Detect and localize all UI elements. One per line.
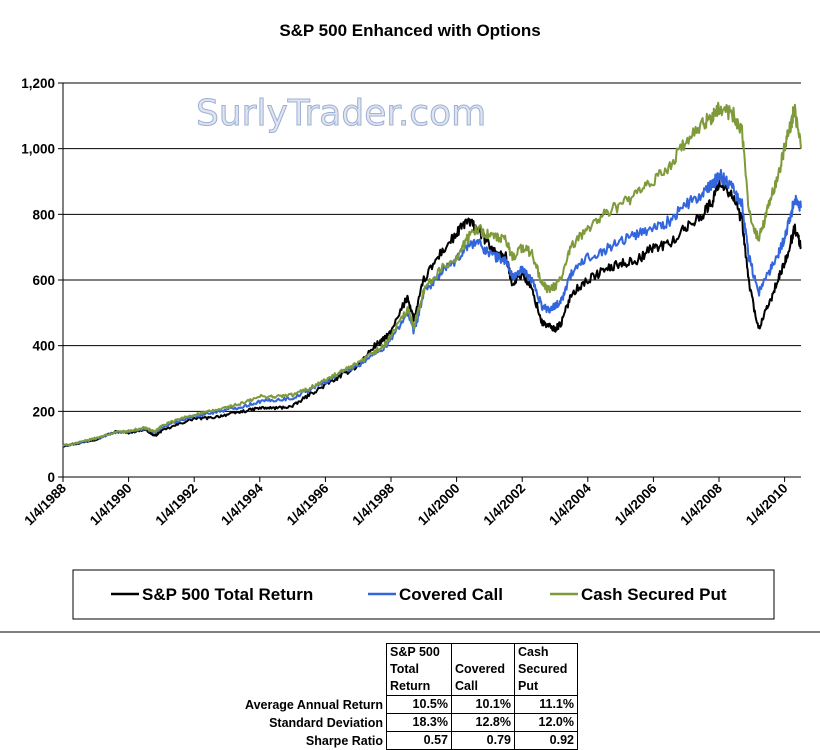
legend: S&P 500 Total Return Covered Call Cash S… [72, 569, 775, 620]
stats-header-covered-call: Covered Call [451, 643, 515, 696]
x-tick-labels: 1/4/1988 1/4/1990 1/4/1992 1/4/1994 1/4/1996… [21, 480, 790, 528]
x-tick-label: 1/4/2006 [612, 480, 660, 528]
y-tick-label: 600 [32, 273, 55, 288]
series-line-2 [62, 101, 802, 447]
stats-header-sp500-text: S&P 500 Total Return [390, 645, 440, 693]
series-line-0 [62, 174, 802, 448]
stats-header-covered-call-text: Covered Call [455, 662, 506, 693]
x-tick-label: 1/4/1998 [349, 480, 397, 528]
y-tick-labels: 0 200 400 600 800 1,000 1,200 [21, 76, 55, 485]
stats-cell: 0.79 [451, 731, 515, 750]
x-tick-label: 1/4/1996 [284, 480, 332, 528]
stats-cell: 10.5% [386, 695, 452, 714]
x-tick-label: 1/4/1994 [218, 480, 266, 528]
axes [58, 82, 801, 482]
y-tick-label: 1,000 [21, 142, 55, 157]
legend-box [72, 569, 775, 620]
chart-title: S&P 500 Enhanced with Options [279, 21, 540, 40]
x-tick-label: 1/4/1990 [87, 481, 135, 529]
stats-cell: 0.92 [514, 731, 578, 750]
stats-corner [235, 644, 387, 696]
stats-cell: 11.1% [514, 695, 578, 714]
y-tick-label: 1,200 [21, 76, 55, 91]
legend-label-cash-secured-put: Cash Secured Put [581, 585, 727, 604]
stats-row: Standard Deviation 18.3% 12.8% 12.0% [235, 713, 578, 732]
x-tick-label: 1/4/2004 [546, 480, 594, 528]
stats-header-sp500: S&P 500 Total Return [386, 643, 452, 696]
stats-row-label: Average Annual Return [245, 697, 383, 712]
x-tick-label: 1/4/2002 [481, 481, 529, 529]
series-line-1 [62, 168, 802, 447]
stats-row: Average Annual Return 10.5% 10.1% 11.1% [235, 695, 578, 714]
stats-cell: 10.1% [451, 695, 515, 714]
x-tick-label: 1/4/2010 [743, 481, 791, 529]
stats-row-label: Standard Deviation [269, 715, 383, 730]
legend-label-sp500: S&P 500 Total Return [142, 585, 313, 604]
y-tick-label: 200 [32, 404, 55, 419]
legend-label-covered-call: Covered Call [399, 585, 503, 604]
stats-row-label: Sharpe Ratio [305, 733, 383, 748]
stats-cell: 18.3% [386, 713, 452, 732]
x-tick-label: 1/4/1988 [21, 480, 69, 528]
x-tick-label: 1/4/1992 [153, 481, 201, 529]
series-lines [62, 101, 802, 448]
stats-cell: 12.0% [514, 713, 578, 732]
x-tick-label: 1/4/2000 [415, 481, 463, 529]
x-tick-label: 1/4/2008 [677, 480, 725, 528]
stats-header-cash-secured-put-text: Cash Secured Put [518, 645, 568, 693]
stats-row: Sharpe Ratio 0.57 0.79 0.92 [235, 731, 578, 750]
y-tick-label: 0 [47, 470, 55, 485]
stats-header-cash-secured-put: Cash Secured Put [514, 643, 578, 696]
y-tick-label: 400 [32, 339, 55, 354]
stats-cell: 0.57 [386, 731, 452, 750]
stats-table: S&P 500 Total Return Covered Call Cash S… [235, 643, 578, 750]
stats-header-row: S&P 500 Total Return Covered Call Cash S… [235, 643, 578, 696]
stats-cell: 12.8% [451, 713, 515, 732]
watermark: SurlyTrader.com [196, 93, 486, 134]
y-tick-label: 800 [32, 207, 55, 222]
